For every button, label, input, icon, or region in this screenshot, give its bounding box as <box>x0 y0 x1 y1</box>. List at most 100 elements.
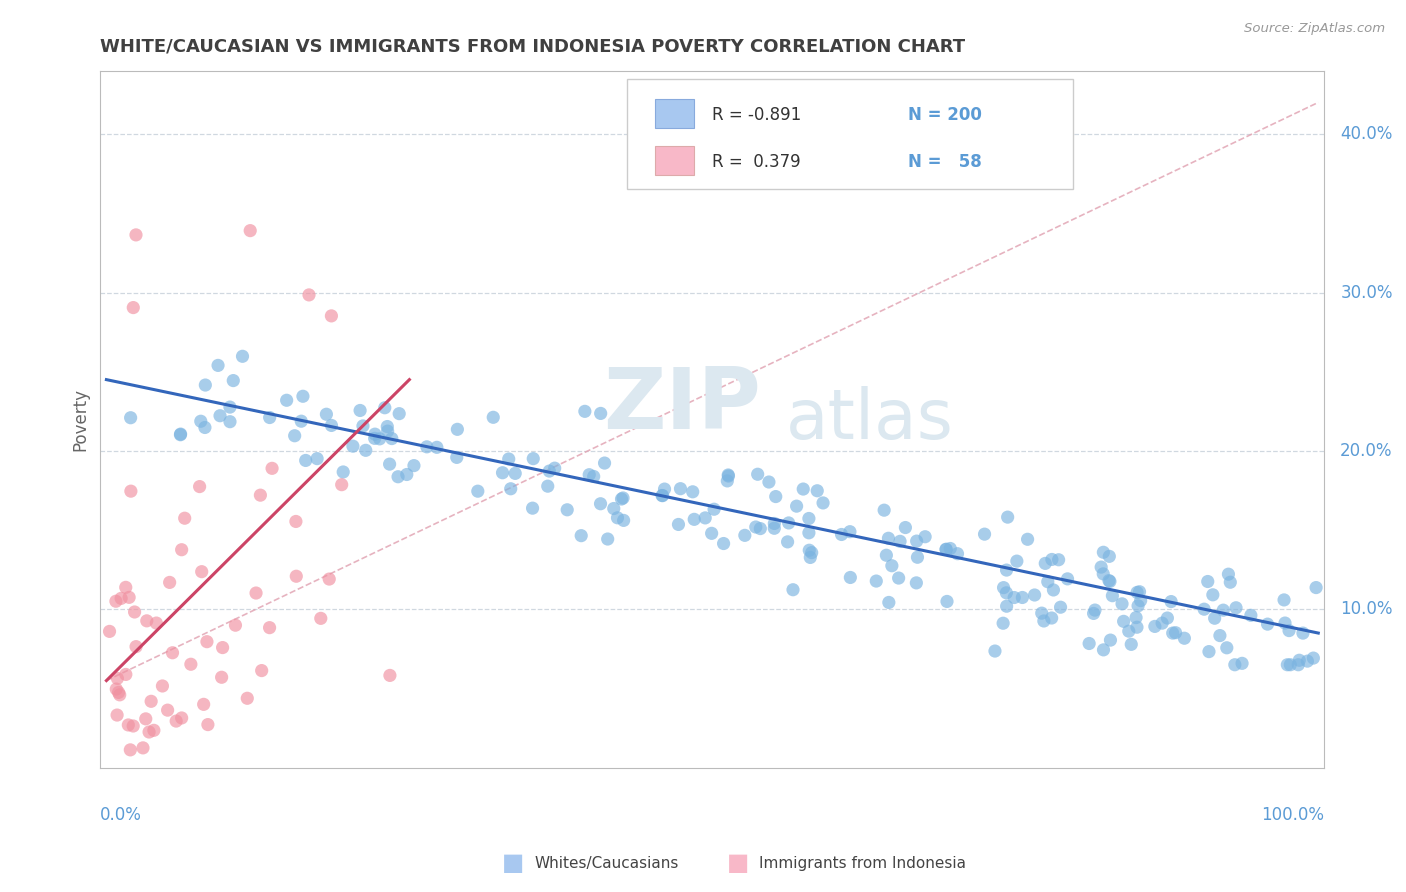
Point <box>993 581 1015 595</box>
Point <box>170 542 193 557</box>
Point <box>197 717 219 731</box>
Point <box>285 569 308 583</box>
Point <box>734 528 756 542</box>
Point <box>1292 626 1315 640</box>
Point <box>378 668 401 682</box>
Point <box>105 682 128 697</box>
Text: WHITE/CAUCASIAN VS IMMIGRANTS FROM INDONESIA POVERTY CORRELATION CHART: WHITE/CAUCASIAN VS IMMIGRANTS FROM INDON… <box>100 37 966 55</box>
Point <box>763 516 786 531</box>
Point <box>284 515 307 529</box>
Point <box>321 418 343 433</box>
Point <box>330 477 353 491</box>
Point <box>378 457 401 471</box>
Point <box>700 526 723 541</box>
Point <box>122 301 145 315</box>
Point <box>98 624 121 639</box>
Point <box>839 570 862 584</box>
Point <box>1305 581 1327 595</box>
Point <box>169 427 191 442</box>
Text: 0.0%: 0.0% <box>100 806 142 824</box>
Point <box>716 474 738 488</box>
Point <box>717 469 740 483</box>
Text: 10.0%: 10.0% <box>1340 600 1393 618</box>
Point <box>1118 624 1140 639</box>
Point <box>165 714 187 728</box>
Point <box>905 575 928 590</box>
Point <box>1212 603 1234 617</box>
Point <box>259 410 281 425</box>
Point <box>188 479 211 493</box>
Point <box>245 586 267 600</box>
Point <box>776 534 799 549</box>
Point <box>318 572 340 586</box>
Point <box>749 522 772 536</box>
Point <box>114 667 136 681</box>
Point <box>1002 591 1025 605</box>
Point <box>387 469 409 483</box>
Point <box>1272 593 1295 607</box>
Point <box>105 672 128 686</box>
Point <box>467 484 489 499</box>
Point <box>1143 619 1166 633</box>
Point <box>1128 584 1150 599</box>
Point <box>162 646 184 660</box>
Point <box>799 543 821 558</box>
Point <box>610 491 633 506</box>
Point <box>141 694 163 708</box>
Point <box>1056 572 1078 586</box>
Point <box>1257 617 1279 632</box>
Point <box>491 466 513 480</box>
Point <box>1223 657 1246 672</box>
Point <box>747 467 769 482</box>
Point <box>194 420 217 434</box>
Point <box>669 482 692 496</box>
Point <box>1101 589 1123 603</box>
Point <box>596 532 619 546</box>
Point <box>745 520 768 534</box>
Point <box>249 488 271 502</box>
Point <box>1040 552 1063 566</box>
Point <box>173 511 195 525</box>
Point <box>1090 560 1112 574</box>
Point <box>758 475 780 489</box>
Point <box>1288 653 1310 667</box>
Point <box>1204 611 1226 625</box>
Point <box>894 520 917 534</box>
Point <box>765 490 787 504</box>
Point <box>259 621 281 635</box>
Point <box>1240 608 1263 623</box>
Point <box>364 427 387 442</box>
Point <box>1033 557 1056 571</box>
Point <box>1121 637 1143 651</box>
Point <box>875 548 897 562</box>
Point <box>683 512 706 526</box>
Point <box>1216 640 1239 655</box>
Point <box>1032 614 1054 628</box>
Point <box>946 547 969 561</box>
Point <box>1024 588 1046 602</box>
Point <box>1031 606 1053 620</box>
Point <box>1112 615 1135 629</box>
Point <box>105 708 128 723</box>
Point <box>374 401 396 415</box>
Point <box>1098 549 1121 564</box>
Point <box>1126 620 1149 634</box>
Point <box>1302 651 1324 665</box>
Point <box>1225 600 1247 615</box>
Point <box>446 422 468 436</box>
Point <box>207 359 229 373</box>
Point <box>811 496 834 510</box>
Point <box>291 389 314 403</box>
Point <box>108 688 131 702</box>
Point <box>797 511 820 525</box>
Point <box>159 575 181 590</box>
Point <box>1277 657 1299 672</box>
Point <box>1192 602 1215 616</box>
Point <box>170 711 193 725</box>
Point <box>713 536 735 550</box>
Point <box>1219 575 1241 590</box>
Point <box>1047 553 1070 567</box>
Point <box>388 407 411 421</box>
Text: N = 200: N = 200 <box>908 106 981 124</box>
Point <box>939 541 962 556</box>
